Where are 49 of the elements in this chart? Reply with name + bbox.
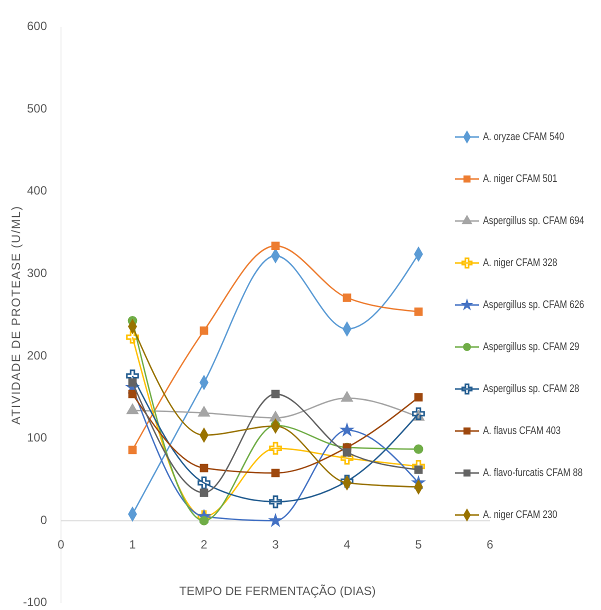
x-tick-label: 1 (129, 538, 136, 552)
point (412, 407, 425, 420)
point (414, 466, 423, 474)
legend-label: Aspergillus sp. CFAM 626 (483, 299, 585, 312)
point (128, 446, 137, 454)
x-tick-label: 3 (272, 538, 280, 552)
x-tick-label: 6 (486, 538, 494, 552)
point (128, 378, 137, 387)
y-tick-label: 600 (26, 19, 48, 34)
legend-label: Aspergillus sp. CFAM 28 (483, 383, 580, 396)
point (200, 488, 208, 497)
legend-label: A. niger CFAM 501 (483, 173, 558, 186)
y-tick-label: 400 (26, 184, 48, 198)
x-tick-label: 4 (344, 538, 351, 552)
point (342, 448, 352, 457)
point (269, 495, 282, 508)
x-axis-title: TEMPO DE FERMENTAÇÃO (DIAS) (179, 584, 376, 598)
y-tick-label: -100 (22, 595, 48, 610)
x-tick-label: 0 (58, 538, 65, 552)
point (339, 422, 355, 437)
y-tick-label: 300 (26, 266, 48, 280)
point (414, 393, 423, 402)
x-tick-label: 5 (415, 538, 422, 552)
point (200, 326, 208, 335)
point (414, 444, 424, 454)
legend-label: A. flavo-furcatis CFAM 88 (483, 467, 584, 480)
legend-label: Aspergillus sp. CFAM 29 (483, 341, 580, 354)
point (340, 474, 354, 488)
point (271, 242, 280, 250)
legend-label: A. flavus CFAM 403 (483, 425, 562, 438)
y-axis-title: ATIVIDADE DE PROTEASE (U/ML) (9, 205, 23, 425)
point (269, 442, 282, 455)
point (271, 468, 280, 478)
legend-label: Aspergillus sp. CFAM 694 (483, 215, 585, 228)
point (198, 476, 210, 490)
y-tick-label: 200 (26, 348, 48, 362)
point (342, 294, 352, 302)
point (126, 330, 139, 344)
point (200, 464, 208, 472)
x-tick-label: 2 (200, 538, 208, 552)
point (271, 390, 280, 398)
y-tick-label: 500 (26, 101, 48, 116)
y-tick-label: 0 (40, 512, 48, 527)
point (268, 512, 284, 528)
legend-label: A. niger CFAM 328 (483, 257, 558, 270)
legend-label: A. oryzae CFAM 540 (483, 131, 565, 144)
legend-label: A. niger CFAM 230 (483, 509, 558, 522)
y-tick-label: 100 (26, 430, 48, 445)
point (414, 308, 423, 316)
